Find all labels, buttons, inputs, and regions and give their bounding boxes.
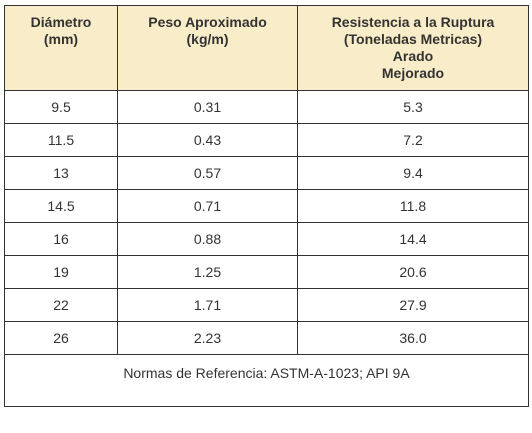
cell-strength: 9.4 — [297, 156, 529, 190]
cell-diameter: 19 — [4, 255, 118, 289]
table-row: 14.5 0.71 11.8 — [4, 189, 529, 223]
cell-diameter: 9.5 — [4, 90, 118, 124]
spec-table-container: Diámetro (mm) Peso Aproximado (kg/m) Res… — [4, 5, 529, 407]
cell-weight: 1.25 — [117, 255, 298, 289]
table-row: 26 2.23 36.0 — [4, 321, 529, 355]
cell-diameter: 14.5 — [4, 189, 118, 223]
cell-strength: 27.9 — [297, 288, 529, 322]
cell-weight: 0.88 — [117, 222, 298, 256]
cell-strength: 14.4 — [297, 222, 529, 256]
header-weight: Peso Aproximado (kg/m) — [117, 5, 298, 91]
table-row: 19 1.25 20.6 — [4, 255, 529, 289]
cell-weight: 2.23 — [117, 321, 298, 355]
footer-row: Normas de Referencia: ASTM-A-1023; API 9… — [4, 354, 529, 407]
wire-rope-spec-table: Diámetro (mm) Peso Aproximado (kg/m) Res… — [4, 5, 529, 407]
cell-diameter: 22 — [4, 288, 118, 322]
header-breaking-strength: Resistencia a la Ruptura (Toneladas Metr… — [297, 5, 529, 91]
table-row: 11.5 0.43 7.2 — [4, 123, 529, 157]
reference-standards-note: Normas de Referencia: ASTM-A-1023; API 9… — [4, 354, 529, 407]
cell-diameter: 11.5 — [4, 123, 118, 157]
table-row: 22 1.71 27.9 — [4, 288, 529, 322]
header-diameter: Diámetro (mm) — [4, 5, 118, 91]
cell-weight: 0.31 — [117, 90, 298, 124]
header-row: Diámetro (mm) Peso Aproximado (kg/m) Res… — [4, 5, 529, 91]
table-row: 13 0.57 9.4 — [4, 156, 529, 190]
cell-weight: 0.71 — [117, 189, 298, 223]
cell-weight: 0.43 — [117, 123, 298, 157]
cell-diameter: 26 — [4, 321, 118, 355]
table-row: 16 0.88 14.4 — [4, 222, 529, 256]
cell-strength: 5.3 — [297, 90, 529, 124]
table-row: 9.5 0.31 5.3 — [4, 90, 529, 124]
cell-strength: 36.0 — [297, 321, 529, 355]
cell-diameter: 13 — [4, 156, 118, 190]
cell-strength: 20.6 — [297, 255, 529, 289]
cell-diameter: 16 — [4, 222, 118, 256]
cell-strength: 7.2 — [297, 123, 529, 157]
cell-weight: 1.71 — [117, 288, 298, 322]
cell-strength: 11.8 — [297, 189, 529, 223]
cell-weight: 0.57 — [117, 156, 298, 190]
